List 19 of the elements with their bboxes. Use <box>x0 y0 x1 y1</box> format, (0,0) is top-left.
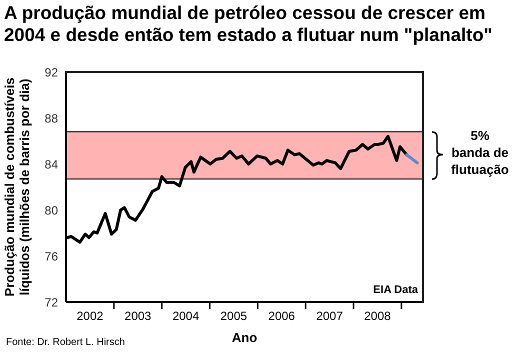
y-tick-label: 92 <box>44 65 58 80</box>
source-note: Fonte: Dr. Robert L. Hirsch <box>6 337 125 348</box>
annotation: EIA Data <box>373 284 418 296</box>
y-axis-title: Produção mundial de combustíveis líquidos (milhões de barris por dia) <box>2 76 32 298</box>
x-tick-label: 2007 <box>316 309 344 323</box>
x-tick-label: 2008 <box>364 309 392 323</box>
x-axis-title: Ano <box>230 330 258 345</box>
x-tick-label: 2006 <box>268 309 296 323</box>
chart-title: A produção mundial de petróleo cessou de crescer em 2004 e desde então tem estado a flutuar num "planalto" <box>4 2 494 46</box>
x-tick-label: 2002 <box>76 309 104 323</box>
x-tick-label: 2003 <box>124 309 152 323</box>
band-label: 5% banda de flutuação <box>450 127 510 178</box>
y-tick-label: 80 <box>44 203 58 218</box>
y-tick-label: 72 <box>44 295 58 310</box>
y-tick-label: 88 <box>44 111 58 126</box>
y-tick-label: 84 <box>44 157 58 172</box>
x-tick-label: 2004 <box>172 309 200 323</box>
y-tick-label: 76 <box>44 249 58 264</box>
x-tick-label: 2005 <box>220 309 248 323</box>
